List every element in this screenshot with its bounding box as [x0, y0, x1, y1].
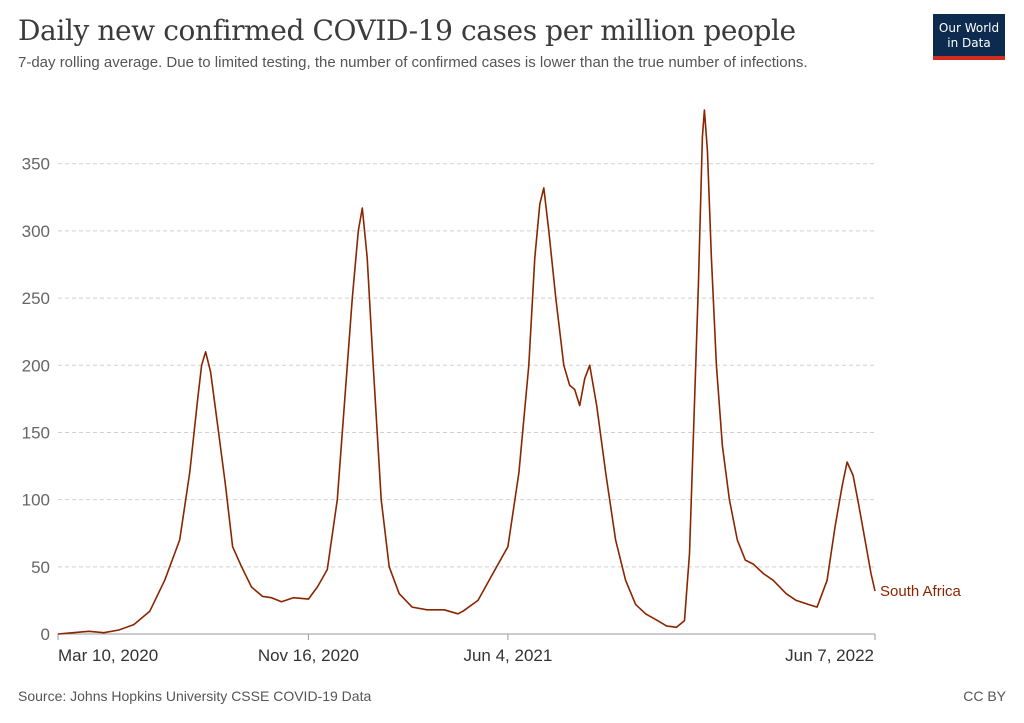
- series-line-0[interactable]: [57, 109, 876, 635]
- y-tick-label-0: 0: [41, 625, 50, 644]
- series-label-0[interactable]: South Africa: [880, 583, 962, 600]
- owid-logo[interactable]: Our World in Data: [933, 14, 1005, 60]
- license-note[interactable]: CC BY: [963, 688, 1006, 704]
- y-tick-label-200: 200: [22, 356, 50, 375]
- y-tick-label-350: 350: [22, 155, 50, 174]
- series-group: South Africa: [57, 109, 962, 635]
- y-tick-label-150: 150: [22, 423, 50, 442]
- chart-subtitle: 7-day rolling average. Due to limited te…: [18, 54, 808, 71]
- logo-line1: Our World: [938, 21, 1000, 35]
- x-tick-label-0: Mar 10, 2020: [58, 646, 158, 665]
- x-tick-label-1: Nov 16, 2020: [258, 646, 359, 665]
- gridlines: [58, 163, 875, 568]
- chart-title: Daily new confirmed COVID-19 cases per m…: [18, 14, 796, 47]
- source-note[interactable]: Source: Johns Hopkins University CSSE CO…: [18, 688, 372, 704]
- x-axis: Mar 10, 2020 Nov 16, 2020 Jun 4, 2021 Jun 7…: [57, 633, 876, 665]
- y-tick-label-50: 50: [31, 558, 50, 577]
- x-tick-label-3: Jun 7, 2022: [785, 646, 874, 665]
- x-tick-label-2: Jun 4, 2021: [463, 646, 552, 665]
- y-axis-ticks: 0 50 100 150 200 250 300 350: [22, 155, 50, 644]
- y-tick-label-100: 100: [22, 491, 50, 510]
- logo-line2: in Data: [947, 36, 991, 50]
- y-tick-label-300: 300: [22, 222, 50, 241]
- y-tick-label-250: 250: [22, 289, 50, 308]
